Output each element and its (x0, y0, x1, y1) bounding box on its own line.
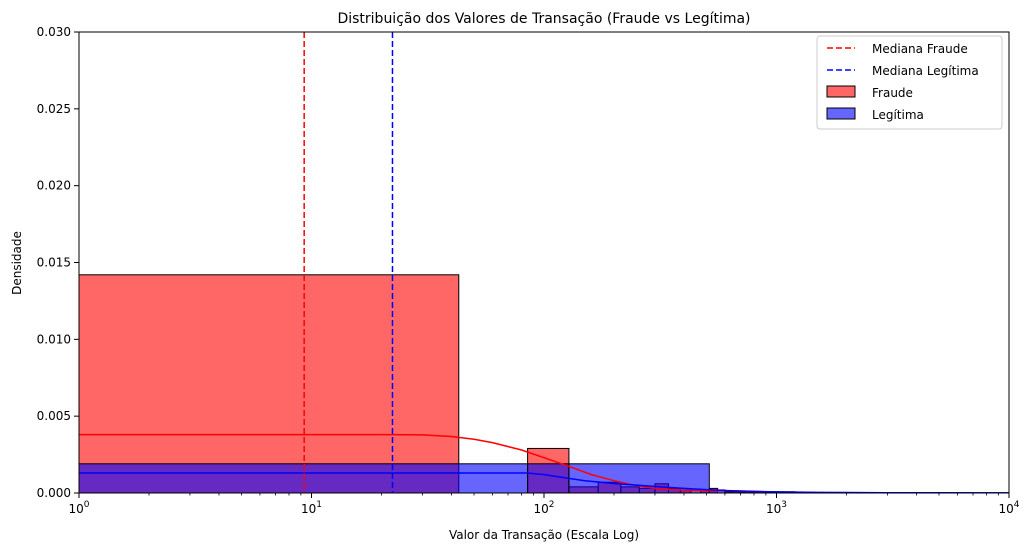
y-tick-label-5: 0.025 (37, 102, 71, 116)
y-tick-label-1: 0.005 (37, 409, 71, 423)
plot-area (79, 32, 1009, 493)
median-lines (303, 32, 394, 493)
chart-title: Distribuição dos Valores de Transação (F… (337, 11, 750, 27)
legend-label-legitima: Legítima (872, 108, 924, 122)
x-tick-label-2: 102 (533, 500, 554, 516)
y-tick-label-2: 0.010 (37, 332, 71, 346)
bar-legitima-0 (79, 463, 529, 493)
legend-label-fraude: Fraude (872, 86, 913, 100)
y-axis-ticks: 0.000 0.005 0.010 0.015 0.020 0.025 0.030 (37, 25, 79, 500)
bar-fraude-0 (79, 274, 460, 493)
x-tick-label-4: 104 (998, 500, 1019, 516)
x-axis-title: Valor da Transação (Escala Log) (449, 528, 639, 542)
y-tick-label-3: 0.015 (37, 256, 71, 270)
x-tick-label-3: 103 (766, 500, 787, 516)
y-tick-label-6: 0.030 (37, 25, 71, 39)
kde-lines (79, 433, 1009, 493)
legend: Mediana Fraude Mediana Legítima Fraude L… (816, 35, 1003, 130)
bar-legitima-1 (527, 463, 570, 493)
x-tick-label-0: 100 (68, 500, 89, 516)
legend-label-mediana-legitima: Mediana Legítima (872, 64, 979, 78)
x-tick-label-1: 101 (301, 500, 322, 516)
legend-label-mediana-fraude: Mediana Fraude (872, 42, 968, 56)
y-tick-label-4: 0.020 (37, 179, 71, 193)
x-axis-ticks: 100 101 102 103 104 (68, 493, 1020, 516)
legend-box (816, 35, 1003, 130)
legend-swatch-legitima (826, 107, 856, 120)
kde-line-legitima (79, 472, 1009, 493)
y-axis-title: Densidade (10, 231, 24, 295)
y-tick-label-0: 0.000 (37, 486, 71, 500)
bars-legitima (79, 463, 1009, 493)
legend-swatch-fraude (826, 85, 856, 98)
bars-fraude (79, 274, 757, 493)
plot-frame (78, 31, 1010, 494)
